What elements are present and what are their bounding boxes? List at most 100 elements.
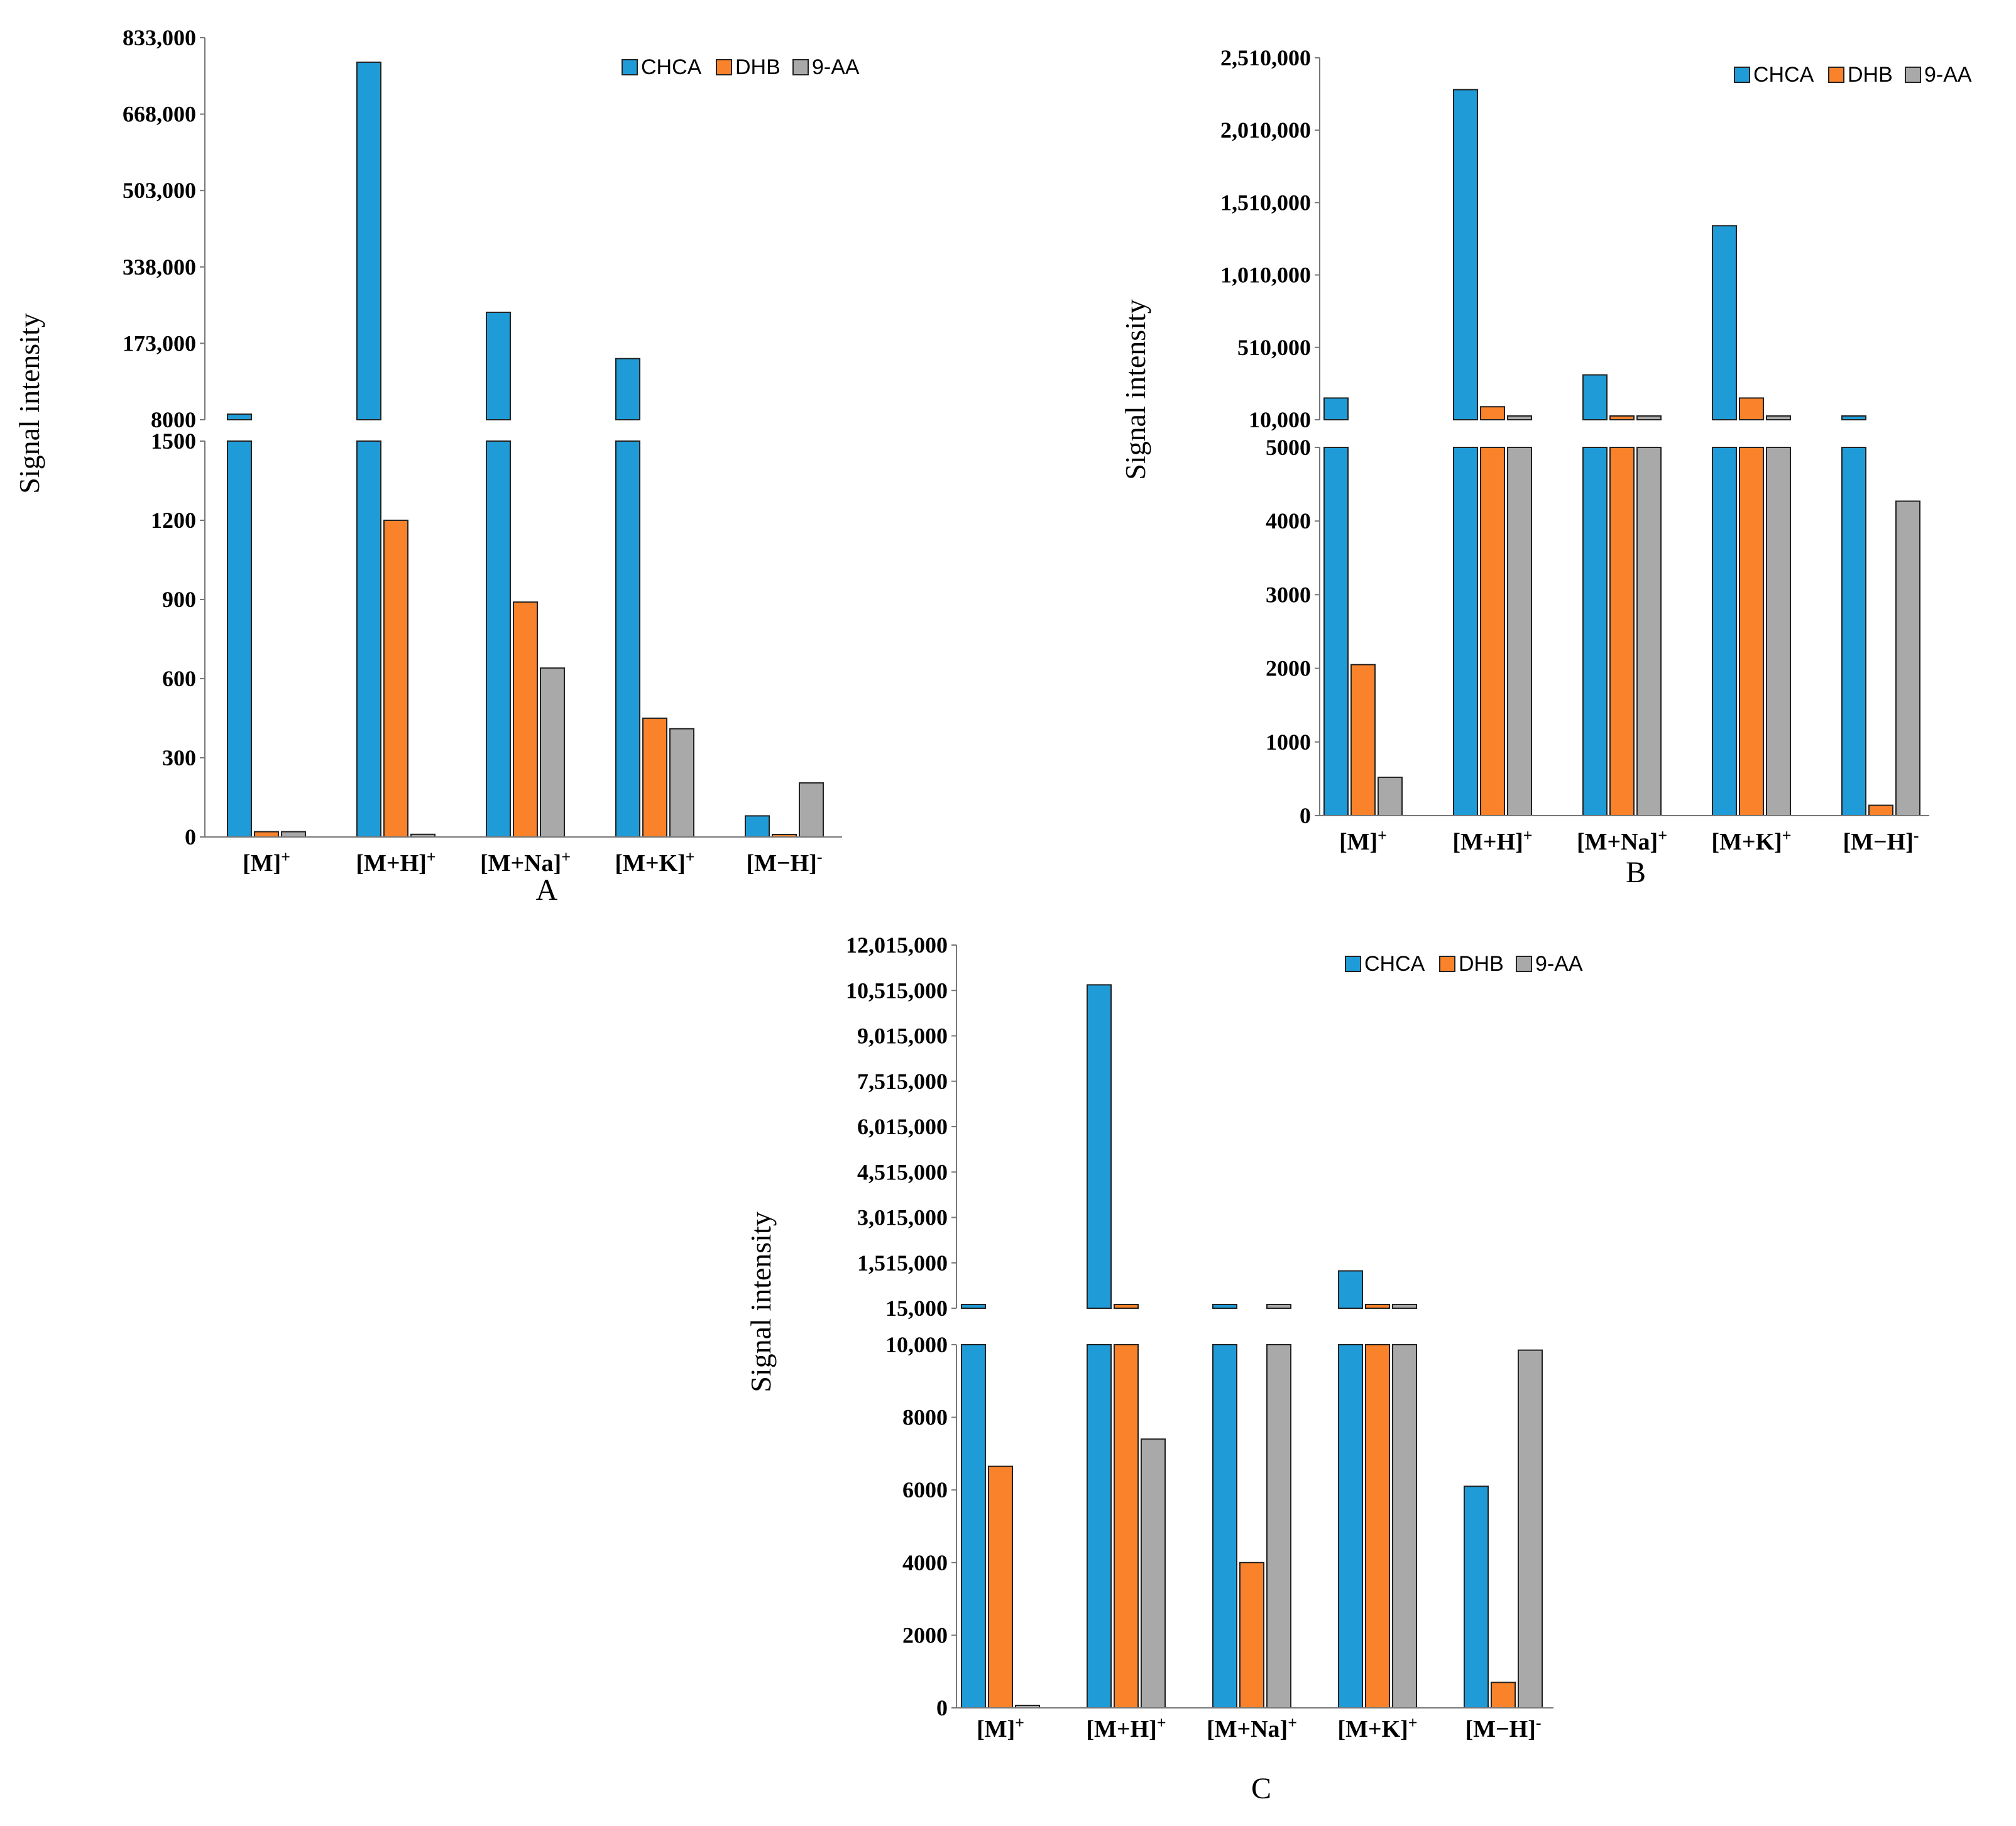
bar-chca-lower xyxy=(1338,1344,1363,1708)
y-tick-label-upper: 9,015,000 xyxy=(857,1024,948,1049)
y-tick-label-upper: 2,510,000 xyxy=(1220,45,1311,70)
bar-9-aa-upper xyxy=(1507,415,1532,420)
category-label: [M+Na]+ xyxy=(1577,826,1667,855)
panel-label: C xyxy=(1251,1772,1271,1805)
legend-swatch-9-aa xyxy=(792,59,809,75)
y-tick-label-lower: 8000 xyxy=(902,1405,948,1430)
y-tick-label-lower: 5000 xyxy=(1266,435,1311,460)
axis-break xyxy=(200,425,843,435)
bar-dhb-lower xyxy=(1739,447,1764,816)
panel-label: A xyxy=(536,873,558,907)
bar-chca-upper xyxy=(1841,415,1866,420)
y-tick-label-upper: 15,000 xyxy=(885,1296,948,1321)
bar-9-aa-upper xyxy=(1636,415,1662,420)
legend: CHCA DHB 9-AA xyxy=(622,55,860,79)
y-tick-label-lower: 4000 xyxy=(902,1550,948,1575)
y-tick-label-lower: 0 xyxy=(936,1695,948,1720)
bar-9-aa-upper xyxy=(1266,1304,1291,1309)
bar-chca-upper xyxy=(615,358,640,420)
legend-swatch-dhb xyxy=(1439,956,1455,972)
bar-dhb xyxy=(1491,1681,1516,1709)
y-tick-label-upper: 10,000 xyxy=(1249,407,1311,432)
chart-panel-a: 8000 173,000 338,000 503,000 668,000 833,000 0… xyxy=(13,25,860,907)
y-tick-label-lower: 6000 xyxy=(902,1477,948,1502)
legend-label-chca: CHCA xyxy=(1364,952,1425,976)
legend-label-9-aa: 9-AA xyxy=(812,55,860,79)
y-tick-label-upper: 8000 xyxy=(151,407,196,432)
legend-label-chca: CHCA xyxy=(641,55,702,79)
category-label: [M+K]+ xyxy=(615,848,694,877)
category-label: [M+K]+ xyxy=(1711,826,1791,855)
y-tick-label-lower: 2000 xyxy=(902,1622,948,1648)
bar-chca-upper xyxy=(356,62,381,421)
category-label: [M]+ xyxy=(1339,826,1387,855)
y-tick-label-upper: 7,515,000 xyxy=(857,1069,948,1094)
bar-chca-lower xyxy=(356,440,381,838)
category-label: [M+Na]+ xyxy=(1207,1714,1297,1742)
y-axis-title: Signal intensity xyxy=(13,313,45,494)
bar-chca-upper xyxy=(227,413,252,421)
y-tick-label-lower: 4000 xyxy=(1266,508,1311,533)
bar-chca xyxy=(745,815,770,838)
y-tick-label-upper: 3,015,000 xyxy=(857,1205,948,1230)
y-tick-label-upper: 1,010,000 xyxy=(1220,263,1311,288)
bar-9-aa xyxy=(1378,777,1403,817)
legend-swatch-9-aa xyxy=(1905,67,1921,83)
y-tick-label-upper: 833,000 xyxy=(123,25,196,50)
bar-9-aa xyxy=(1895,500,1920,817)
y-tick-label-upper: 338,000 xyxy=(123,254,196,280)
bar-chca-lower xyxy=(227,440,252,838)
legend-swatch-chca xyxy=(1345,956,1361,972)
bar-9-aa-lower xyxy=(1392,1344,1417,1708)
bar-9-aa xyxy=(540,667,565,838)
bar-chca-upper xyxy=(1453,89,1478,421)
category-label: [M−H]- xyxy=(1465,1714,1541,1742)
bar-chca-lower xyxy=(961,1344,986,1708)
bar-9-aa-lower xyxy=(1636,447,1662,816)
category-label: [M−H]- xyxy=(746,848,822,877)
bar-dhb-lower xyxy=(1609,447,1635,816)
bar-chca-lower xyxy=(615,440,640,838)
chart-panel-c: 15,000 1,515,000 3,015,000 4,515,000 6,015,0… xyxy=(745,932,1583,1805)
y-tick-label-upper: 4,515,000 xyxy=(857,1159,948,1184)
bar-dhb-lower xyxy=(1480,447,1505,816)
bar-9-aa-upper xyxy=(1392,1304,1417,1309)
category-label: [M−H]- xyxy=(1843,826,1919,855)
bar-chca-lower xyxy=(1212,1344,1237,1708)
bar-chca-lower xyxy=(486,440,511,838)
legend-label-9-aa: 9-AA xyxy=(1535,952,1583,976)
y-tick-label-lower: 10,000 xyxy=(885,1332,948,1357)
legend-label-chca: CHCA xyxy=(1753,63,1814,87)
chart-panel-b: 10,000 510,000 1,010,000 1,510,000 2,010,000… xyxy=(1119,45,1972,889)
bar-chca-upper xyxy=(1212,1304,1237,1309)
legend-label-dhb: DHB xyxy=(1459,952,1504,976)
bar-chca xyxy=(1464,1485,1489,1708)
y-tick-label-upper: 503,000 xyxy=(123,178,196,203)
bar-dhb xyxy=(1868,804,1893,817)
bar-chca-lower xyxy=(1582,447,1608,816)
bar-dhb xyxy=(988,1465,1013,1708)
y-tick-label-upper: 2,010,000 xyxy=(1220,118,1311,143)
y-axis-title: Signal intensity xyxy=(1119,299,1151,480)
category-label: [M+H]+ xyxy=(1452,826,1532,855)
y-tick-label-lower: 1200 xyxy=(151,508,196,533)
bar-chca-lower xyxy=(1453,447,1478,816)
bar-9-aa-lower xyxy=(1266,1344,1291,1708)
bar-chca-upper xyxy=(1712,225,1737,420)
category-label: [M+H]+ xyxy=(356,848,436,877)
bar-chca-upper xyxy=(1323,397,1349,421)
y-tick-label-lower: 0 xyxy=(1300,803,1311,828)
bar-chca-lower xyxy=(1087,1344,1112,1708)
axis-break xyxy=(1315,432,1931,442)
panel-label: B xyxy=(1626,856,1646,889)
y-tick-label-lower: 300 xyxy=(162,745,196,770)
category-label: [M+Na]+ xyxy=(480,848,571,877)
bar-9-aa xyxy=(799,782,824,838)
legend-swatch-dhb xyxy=(1828,67,1844,83)
legend: CHCA DHB 9-AA xyxy=(1345,952,1583,976)
bar-chca-lower xyxy=(1323,447,1349,816)
y-tick-label-upper: 1,510,000 xyxy=(1220,190,1311,215)
bar-chca-upper xyxy=(961,1304,986,1309)
bar-9-aa-lower xyxy=(1507,447,1532,816)
bar-dhb xyxy=(1350,664,1376,816)
